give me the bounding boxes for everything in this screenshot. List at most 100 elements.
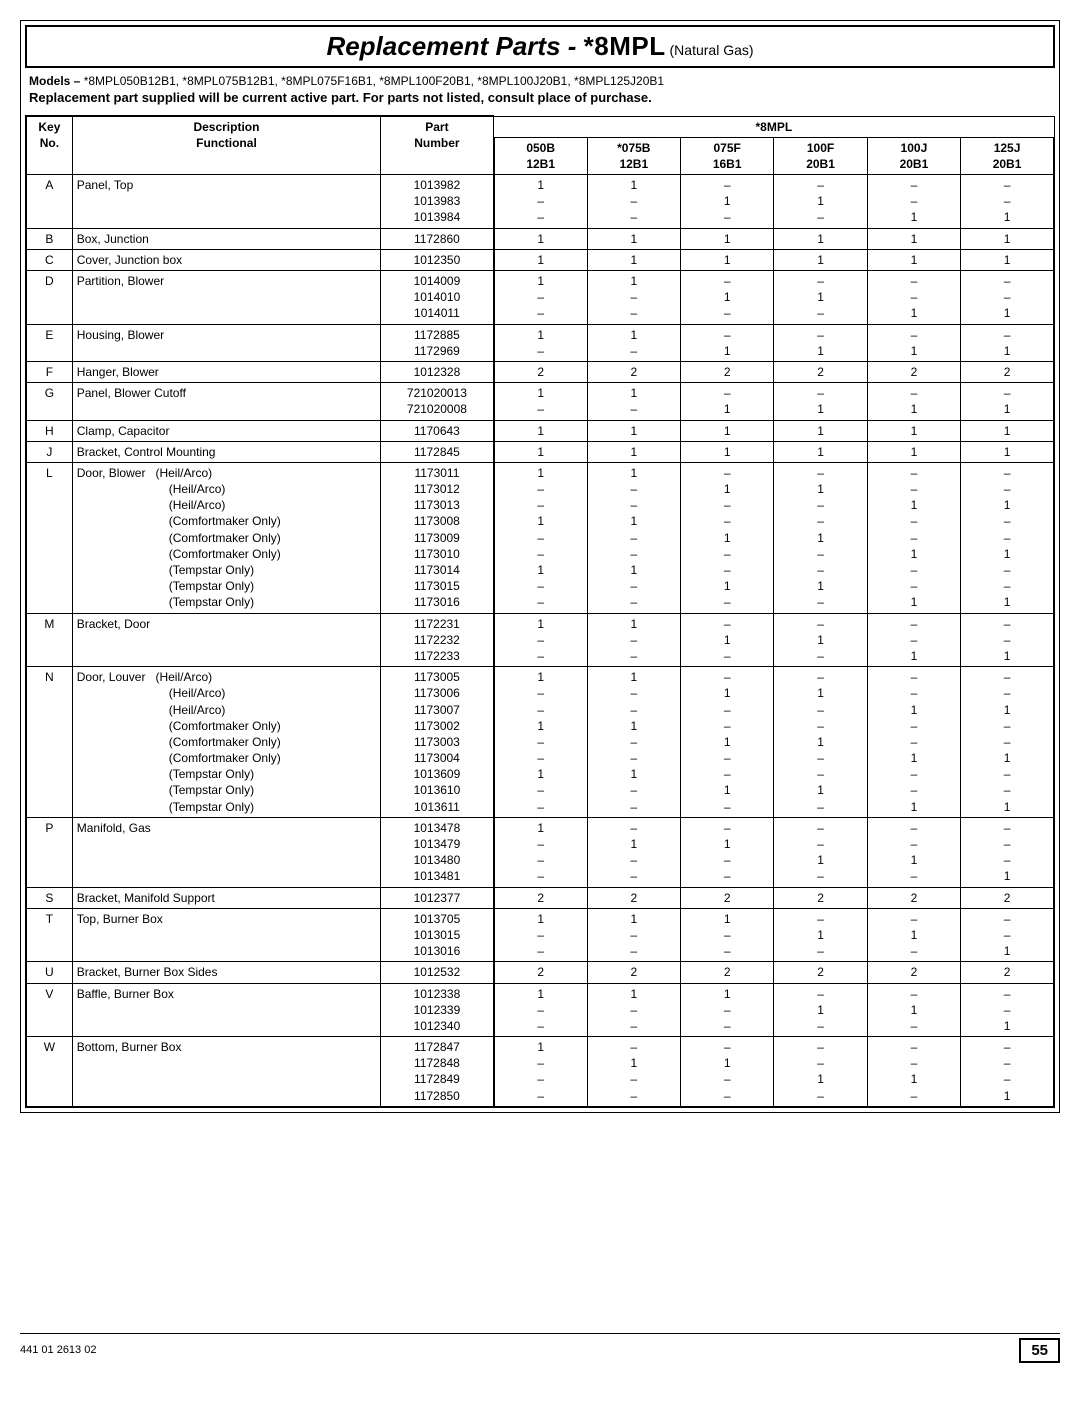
quantity-cell: 2 xyxy=(867,361,960,382)
quantity-cell: –1 xyxy=(680,383,773,420)
quantity-cell: 1 xyxy=(867,441,960,462)
quantity-cell: 1––1––1–– xyxy=(587,462,680,613)
quantity-cell: 1 xyxy=(774,249,867,270)
models-line: Models – *8MPL050B12B1, *8MPL075B12B1, *… xyxy=(29,74,1055,88)
description-cell: Clamp, Capacitor xyxy=(72,420,380,441)
key-cell: C xyxy=(26,249,72,270)
quantity-cell: ––1– xyxy=(867,817,960,887)
description-cell: Bracket, Manifold Support xyxy=(72,887,380,908)
quantity-cell: 2 xyxy=(494,361,587,382)
title-gas: (Natural Gas) xyxy=(666,42,754,58)
key-cell: N xyxy=(26,667,72,818)
key-cell: B xyxy=(26,228,72,249)
quantity-cell: 2 xyxy=(587,962,680,983)
part-number-cell: 1172860 xyxy=(381,228,494,249)
quantity-cell: ––1 xyxy=(961,175,1054,229)
quantity-cell: –1– xyxy=(867,908,960,962)
quantity-cell: 2 xyxy=(961,887,1054,908)
quantity-cell: –1– xyxy=(774,271,867,325)
quantity-cell: –––1 xyxy=(961,1037,1054,1107)
quantity-cell: 1– xyxy=(587,324,680,361)
description-cell: Bracket, Control Mounting xyxy=(72,441,380,462)
header-part: Part Number xyxy=(381,116,494,175)
part-number-cell: 1173011117301211730131173008117300911730… xyxy=(381,462,494,613)
part-number-cell: 1012377 xyxy=(381,887,494,908)
description-cell: Cover, Junction box xyxy=(72,249,380,270)
quantity-cell: 2 xyxy=(680,361,773,382)
description-cell: Baffle, Burner Box xyxy=(72,983,380,1037)
quantity-cell: 1–– xyxy=(587,175,680,229)
header-col-5: 125J 20B1 xyxy=(961,137,1054,174)
description-cell: Hanger, Blower xyxy=(72,361,380,382)
key-cell: D xyxy=(26,271,72,325)
quantity-cell: –1 xyxy=(867,324,960,361)
key-cell: T xyxy=(26,908,72,962)
description-cell: Bracket, Burner Box Sides xyxy=(72,962,380,983)
quantity-cell: –1––1––1– xyxy=(774,667,867,818)
quantity-cell: –1– xyxy=(774,613,867,667)
quantity-cell: 1 xyxy=(680,441,773,462)
quantity-cell: 2 xyxy=(774,361,867,382)
quantity-cell: 2 xyxy=(867,887,960,908)
quantity-cell: –1– xyxy=(774,983,867,1037)
part-number-cell: 1012328 xyxy=(381,361,494,382)
quantity-cell: 1–– xyxy=(494,613,587,667)
quantity-cell: 1 xyxy=(680,228,773,249)
quantity-cell: –1 xyxy=(774,324,867,361)
quantity-cell: ––1 xyxy=(867,271,960,325)
quantity-cell: 1–– xyxy=(494,175,587,229)
part-number-cell: 1170643 xyxy=(381,420,494,441)
quantity-cell: 1––1––1–– xyxy=(494,462,587,613)
part-number-cell: 1012350 xyxy=(381,249,494,270)
quantity-cell: 1–– xyxy=(587,613,680,667)
quantity-cell: 1–– xyxy=(494,271,587,325)
quantity-cell: ––1– xyxy=(774,1037,867,1107)
quantity-cell: 2 xyxy=(774,962,867,983)
quantity-cell: 2 xyxy=(867,962,960,983)
quantity-cell: 1–– xyxy=(680,983,773,1037)
description-cell: Housing, Blower xyxy=(72,324,380,361)
quantity-cell: 1–– xyxy=(587,983,680,1037)
quantity-cell: 2 xyxy=(587,361,680,382)
quantity-cell: 1––1––1–– xyxy=(587,667,680,818)
quantity-cell: 1– xyxy=(494,324,587,361)
key-cell: H xyxy=(26,420,72,441)
quantity-cell: –1– xyxy=(774,908,867,962)
quantity-cell: 2 xyxy=(680,887,773,908)
header-col-4: 100J 20B1 xyxy=(867,137,960,174)
quantity-cell: 2 xyxy=(494,962,587,983)
quantity-cell: 1 xyxy=(494,420,587,441)
quantity-cell: 1 xyxy=(587,441,680,462)
quantity-cell: 1– xyxy=(587,383,680,420)
key-cell: F xyxy=(26,361,72,382)
quantity-cell: ––1– xyxy=(867,1037,960,1107)
quantity-cell: ––1––1––1 xyxy=(867,462,960,613)
quantity-cell: 1 xyxy=(680,249,773,270)
title-model: *8MPL xyxy=(584,31,666,61)
quantity-cell: 1 xyxy=(867,420,960,441)
description-cell: Door, Louver (Heil/Arco)(Heil/Arco)(Heil… xyxy=(72,667,380,818)
quantity-cell: –1– xyxy=(680,175,773,229)
header-key: Key No. xyxy=(26,116,72,175)
footer: 441 01 2613 02 55 xyxy=(20,1333,1060,1363)
quantity-cell: 1 xyxy=(680,420,773,441)
quantity-cell: 1– xyxy=(494,383,587,420)
description-cell: Bracket, Door xyxy=(72,613,380,667)
quantity-cell: ––1 xyxy=(961,908,1054,962)
page-frame: Replacement Parts - *8MPL (Natural Gas) … xyxy=(20,20,1060,1113)
part-number-cell: 101398210139831013984 xyxy=(381,175,494,229)
description-cell: Manifold, Gas xyxy=(72,817,380,887)
header-desc: Description Functional xyxy=(72,116,380,175)
quantity-cell: –1 xyxy=(867,383,960,420)
quantity-cell: 1––1––1–– xyxy=(494,667,587,818)
quantity-cell: 1 xyxy=(587,249,680,270)
quantity-cell: –1– xyxy=(774,175,867,229)
quantity-cell: 1 xyxy=(587,420,680,441)
quantity-cell: –1––1––1– xyxy=(680,462,773,613)
quantity-cell: –1–– xyxy=(587,817,680,887)
quantity-cell: ––1 xyxy=(961,271,1054,325)
description-cell: Door, Blower (Heil/Arco)(Heil/Arco)(Heil… xyxy=(72,462,380,613)
quantity-cell: 1–– xyxy=(587,271,680,325)
quantity-cell: 1 xyxy=(961,420,1054,441)
quantity-cell: 1 xyxy=(961,228,1054,249)
